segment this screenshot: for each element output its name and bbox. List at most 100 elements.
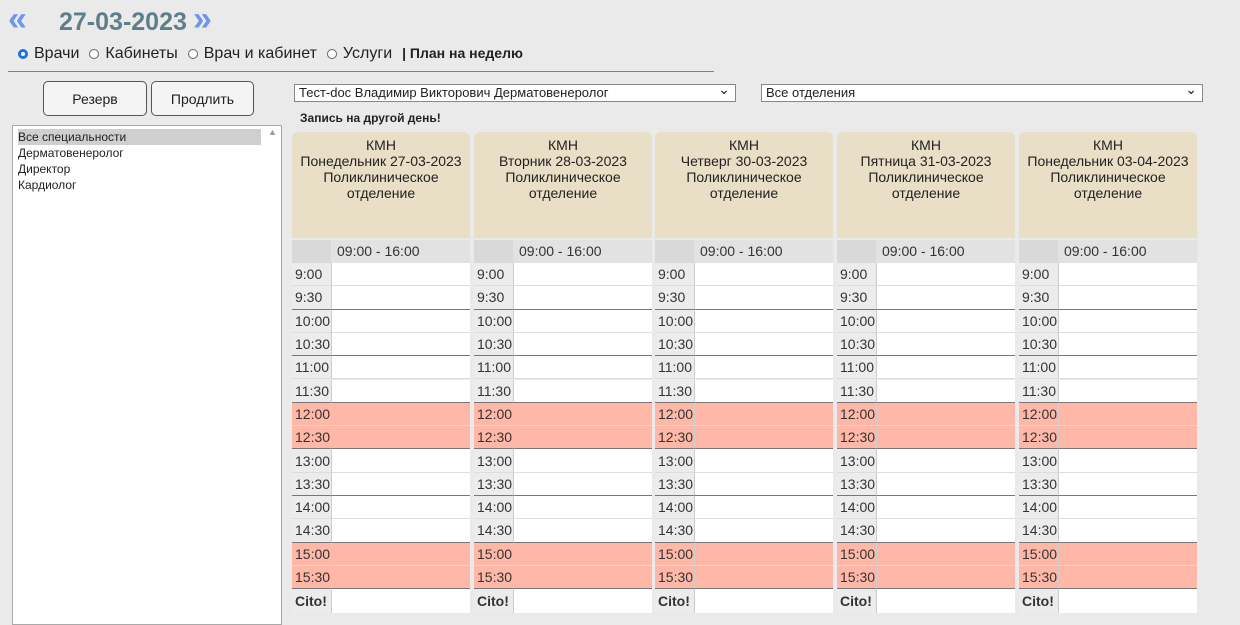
cito-cell[interactable] bbox=[513, 589, 652, 614]
slot-cell[interactable] bbox=[876, 449, 1015, 473]
slot-cell[interactable] bbox=[876, 542, 1015, 566]
next-arrow[interactable]: » bbox=[193, 0, 212, 38]
slot-cell[interactable] bbox=[513, 309, 652, 333]
slot-cell[interactable] bbox=[876, 379, 1015, 403]
mode-label[interactable]: Услуги bbox=[342, 45, 393, 62]
slot-cell[interactable] bbox=[513, 519, 652, 543]
slot-cell[interactable] bbox=[694, 402, 833, 427]
slot-cell[interactable] bbox=[331, 542, 470, 566]
slot-cell[interactable] bbox=[513, 402, 652, 427]
slot-cell[interactable] bbox=[876, 356, 1015, 380]
slot-cell[interactable] bbox=[876, 309, 1015, 333]
week-plan-link[interactable]: | План на неделю bbox=[402, 45, 523, 61]
slot-cell[interactable] bbox=[331, 449, 470, 473]
slot-cell[interactable] bbox=[876, 402, 1015, 427]
cito-cell[interactable] bbox=[331, 589, 470, 614]
slot-cell[interactable] bbox=[694, 263, 833, 287]
slot-cell[interactable] bbox=[694, 309, 833, 333]
mode-option[interactable]: Услуги bbox=[326, 45, 393, 62]
slot-cell[interactable] bbox=[1058, 449, 1197, 473]
slot-cell[interactable] bbox=[513, 542, 652, 566]
mode-option[interactable]: Врач и кабинет bbox=[187, 45, 317, 62]
other-day-link[interactable]: Запись на другой день! bbox=[300, 111, 441, 125]
slot-cell[interactable] bbox=[331, 565, 470, 590]
specialty-option[interactable]: Директор bbox=[18, 162, 71, 176]
radio[interactable] bbox=[18, 49, 28, 59]
mode-label[interactable]: Врач и кабинет bbox=[203, 45, 317, 62]
slot-cell[interactable] bbox=[1058, 542, 1197, 566]
doctor-select[interactable]: Тест-doc Владимир Викторович Дерматовене… bbox=[294, 84, 736, 102]
slot-cell[interactable] bbox=[331, 356, 470, 380]
specialty-option[interactable]: Все специальности bbox=[18, 129, 261, 145]
prev-arrow[interactable]: « bbox=[8, 0, 27, 38]
cito-cell[interactable] bbox=[876, 589, 1015, 614]
slot-cell[interactable] bbox=[1058, 565, 1197, 590]
slot-cell[interactable] bbox=[876, 286, 1015, 310]
slot-cell[interactable] bbox=[1058, 286, 1197, 310]
slot-cell[interactable] bbox=[331, 332, 470, 357]
radio[interactable] bbox=[187, 49, 198, 59]
slot-cell[interactable] bbox=[331, 309, 470, 333]
slot-cell[interactable] bbox=[694, 426, 833, 450]
mode-option[interactable]: Кабинеты bbox=[89, 45, 178, 62]
slot-cell[interactable] bbox=[1058, 519, 1197, 543]
slot-cell[interactable] bbox=[513, 263, 652, 287]
slot-cell[interactable] bbox=[1058, 332, 1197, 357]
slot-cell[interactable] bbox=[331, 496, 470, 520]
cito-cell[interactable] bbox=[1058, 589, 1197, 614]
slot-cell[interactable] bbox=[694, 542, 833, 566]
slot-cell[interactable] bbox=[1058, 379, 1197, 403]
radio[interactable] bbox=[326, 49, 337, 59]
slot-cell[interactable] bbox=[694, 332, 833, 357]
specialty-list[interactable]: Все специальности Дерматовенеролог Директо… bbox=[12, 125, 282, 625]
slot-cell[interactable] bbox=[694, 519, 833, 543]
slot-cell[interactable] bbox=[1058, 402, 1197, 427]
specialty-option[interactable]: Дерматовенеролог bbox=[18, 146, 124, 160]
slot-cell[interactable] bbox=[876, 496, 1015, 520]
slot-cell[interactable] bbox=[331, 379, 470, 403]
slot-cell[interactable] bbox=[1058, 472, 1197, 496]
reserve-button[interactable]: Резерв bbox=[43, 81, 147, 116]
slot-cell[interactable] bbox=[694, 565, 833, 590]
slot-cell[interactable] bbox=[876, 426, 1015, 450]
slot-cell[interactable] bbox=[513, 426, 652, 450]
slot-cell[interactable] bbox=[513, 472, 652, 496]
slot-cell[interactable] bbox=[876, 332, 1015, 357]
slot-cell[interactable] bbox=[694, 496, 833, 520]
department-select[interactable]: Все отделения bbox=[761, 84, 1203, 102]
slot-cell[interactable] bbox=[1058, 309, 1197, 333]
cito-cell[interactable] bbox=[694, 589, 833, 614]
mode-option[interactable]: Врачи bbox=[18, 45, 79, 62]
slot-cell[interactable] bbox=[513, 449, 652, 473]
slot-cell[interactable] bbox=[513, 565, 652, 590]
slot-cell[interactable] bbox=[1058, 426, 1197, 450]
slot-cell[interactable] bbox=[694, 356, 833, 380]
slot-cell[interactable] bbox=[331, 402, 470, 427]
slot-cell[interactable] bbox=[1058, 496, 1197, 520]
slot-cell[interactable] bbox=[694, 286, 833, 310]
extend-button[interactable]: Продлить bbox=[151, 81, 254, 116]
slot-cell[interactable] bbox=[513, 286, 652, 310]
slot-cell[interactable] bbox=[694, 379, 833, 403]
radio[interactable] bbox=[89, 49, 100, 59]
slot-cell[interactable] bbox=[513, 332, 652, 357]
slot-cell[interactable] bbox=[331, 263, 470, 287]
slot-cell[interactable] bbox=[1058, 356, 1197, 380]
specialty-option[interactable]: Кардиолог bbox=[18, 178, 77, 192]
mode-label[interactable]: Врачи bbox=[34, 45, 80, 62]
slot-cell[interactable] bbox=[694, 449, 833, 473]
slot-cell[interactable] bbox=[1058, 263, 1197, 287]
slot-cell[interactable] bbox=[694, 472, 833, 496]
slot-cell[interactable] bbox=[513, 356, 652, 380]
slot-cell[interactable] bbox=[331, 286, 470, 310]
slot-cell[interactable] bbox=[513, 379, 652, 403]
mode-label[interactable]: Кабинеты bbox=[105, 45, 178, 62]
slot-cell[interactable] bbox=[876, 565, 1015, 590]
slot-cell[interactable] bbox=[876, 519, 1015, 543]
slot-cell[interactable] bbox=[331, 519, 470, 543]
slot-cell[interactable] bbox=[331, 426, 470, 450]
slot-cell[interactable] bbox=[331, 472, 470, 496]
slot-cell[interactable] bbox=[876, 263, 1015, 287]
slot-cell[interactable] bbox=[876, 472, 1015, 496]
slot-cell[interactable] bbox=[513, 496, 652, 520]
